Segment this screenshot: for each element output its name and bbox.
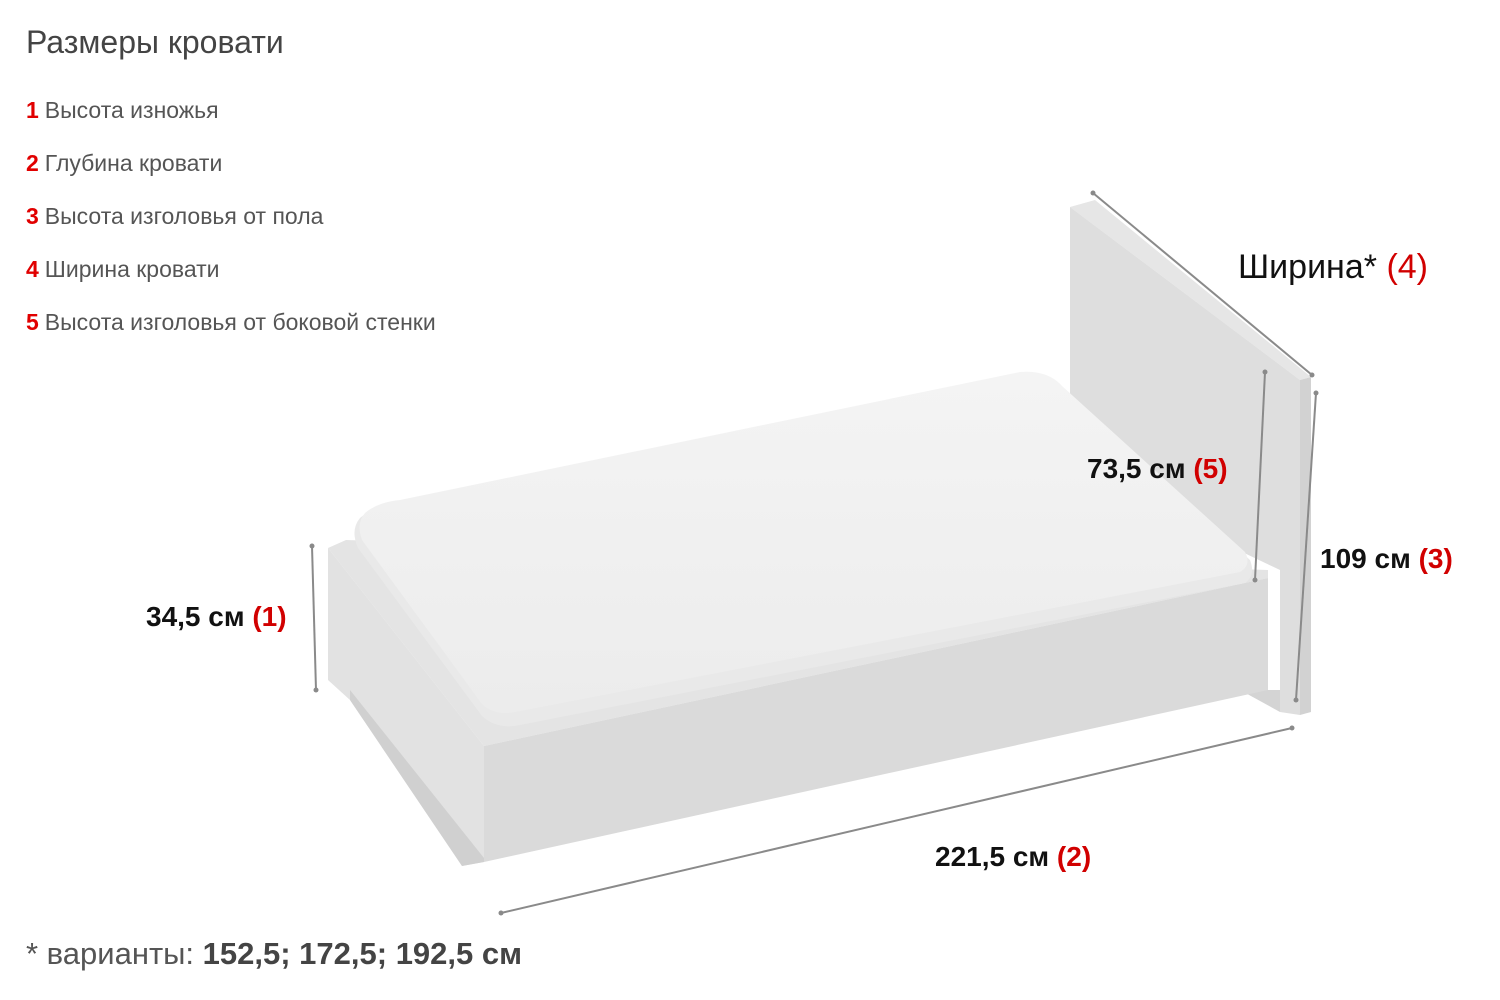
- footnote-prefix: * варианты:: [26, 936, 203, 971]
- dim-line-headboard-floor: [1295, 392, 1317, 701]
- headboard-top-edge: [1070, 200, 1311, 380]
- dim-label-headboard-side: 73,5 см (5): [1087, 455, 1228, 483]
- dim-value: 221,5 см: [935, 841, 1050, 872]
- legend-number: 5: [26, 309, 39, 335]
- page-title: Размеры кровати: [26, 24, 284, 60]
- dim-label-width: Ширина* (4): [1238, 250, 1428, 284]
- frame-side-panel: [484, 578, 1268, 862]
- dim-tag: (1): [252, 601, 287, 632]
- dim-label-footboard: 34,5 см (1): [146, 603, 287, 631]
- headboard-leg-shadow: [1240, 690, 1280, 712]
- dim-line-width: [1092, 192, 1313, 376]
- dim-label-depth: 221,5 см (2): [935, 843, 1091, 871]
- legend-number: 4: [26, 256, 39, 282]
- mattress-top: [359, 371, 1248, 713]
- mattress: [354, 371, 1253, 727]
- dim-value: 109 см: [1320, 543, 1411, 574]
- dim-tag: (4): [1386, 248, 1428, 286]
- dim-value: 73,5 см: [1087, 453, 1186, 484]
- legend-label: Глубина кровати: [44, 150, 223, 176]
- headboard: [1070, 200, 1311, 715]
- dim-value: Ширина*: [1238, 248, 1377, 286]
- dim-value: 34,5 см: [146, 601, 245, 632]
- legend-item: 5 Высота изголовья от боковой стенки: [26, 306, 436, 359]
- dim-line-footboard: [311, 545, 317, 691]
- footnote-values: 152,5; 172,5; 192,5 см: [202, 936, 523, 971]
- headboard-face: [1070, 207, 1300, 715]
- dim-tag: (2): [1056, 841, 1092, 872]
- legend-list: 1 Высота изножья 2 Глубина кровати 3 Высота…: [26, 94, 436, 359]
- legend-label: Высота изголовья от боковой стенки: [44, 309, 436, 335]
- frame-footboard: [328, 548, 484, 866]
- legend-label: Высота изголовья от пола: [44, 203, 324, 229]
- dim-label-headboard-floor: 109 см (3): [1320, 545, 1453, 573]
- dim-line-depth: [500, 727, 1293, 914]
- legend-item: 4 Ширина кровати: [26, 253, 436, 306]
- legend-number: 3: [26, 203, 39, 229]
- legend-number: 1: [26, 97, 39, 123]
- dimension-lines: [311, 192, 1317, 914]
- footnote: * варианты: 152,5; 172,5; 192,5 см: [26, 938, 522, 969]
- legend-label: Ширина кровати: [44, 256, 220, 282]
- legend-item: 2 Глубина кровати: [26, 147, 436, 200]
- dimension-ticks: [309, 190, 1319, 916]
- legend-item: 3 Высота изголовья от пола: [26, 200, 436, 253]
- dim-tag: (5): [1193, 453, 1228, 484]
- frame-bottom-edge: [350, 690, 484, 866]
- legend-label: Высота изножья: [44, 97, 219, 123]
- legend-item: 1 Высота изножья: [26, 94, 436, 147]
- dim-tag: (3): [1418, 543, 1453, 574]
- dim-line-headboard-side: [1254, 371, 1266, 581]
- legend-number: 2: [26, 150, 39, 176]
